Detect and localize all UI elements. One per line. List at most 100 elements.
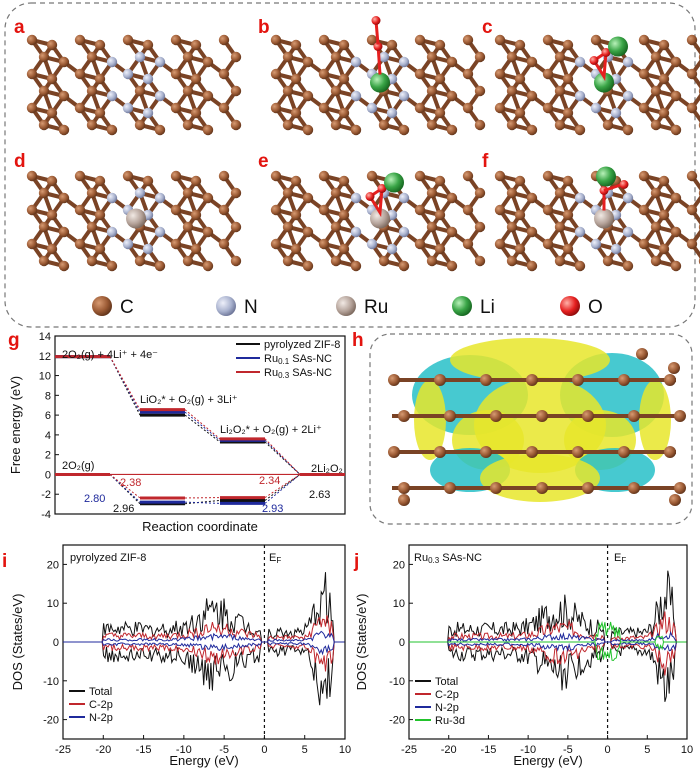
carbon-atom (350, 260, 362, 272)
carbon-atom (38, 255, 50, 267)
legend-label-ru: Ru (364, 297, 388, 318)
xtick-label: -20 (441, 744, 457, 756)
carbon-atom (170, 34, 182, 46)
carbon-atom (426, 221, 438, 233)
ytick-label: -20 (43, 715, 59, 727)
carbon-atom (290, 39, 302, 51)
carbon-atom (290, 175, 302, 187)
carbon-atom (618, 374, 630, 386)
dos-curve (409, 641, 687, 662)
carbon-atom (686, 204, 698, 216)
carbon-atom (182, 255, 194, 267)
carbon-atom (230, 85, 242, 97)
ytick-label: 10 (393, 598, 405, 610)
nitrogen-atom (366, 102, 378, 114)
xtick-label: -25 (401, 744, 417, 756)
carbon-atom (46, 243, 58, 255)
nitrogen-atom (366, 238, 378, 250)
carbon-atom (618, 446, 630, 458)
carbon-atom (182, 187, 194, 199)
carbon-atom (86, 187, 98, 199)
dos-curve (63, 615, 345, 643)
carbon-atom (674, 482, 686, 494)
xtick-label: -25 (55, 744, 71, 756)
lithium-atom (384, 172, 404, 193)
carbon-atom (462, 238, 474, 250)
carbon-atom (526, 226, 538, 238)
carbon-atom (106, 124, 118, 136)
carbon-atom (526, 374, 538, 386)
carbon-atom (202, 260, 214, 272)
carbon-atom (526, 124, 538, 136)
carbon-atom (670, 56, 682, 68)
ytick-label: 20 (393, 559, 405, 571)
carbon-atom (182, 221, 194, 233)
carbon-atom (514, 243, 526, 255)
nitrogen-atom (622, 226, 634, 238)
carbon-atom (628, 410, 640, 422)
carbon-atom (490, 410, 502, 422)
state-label-s0b: 2O₂(g) (62, 460, 94, 472)
lithium-atom (596, 166, 616, 187)
oxygen-atom (373, 42, 383, 51)
chart-g-xlabel: Reaction coordinate (142, 519, 258, 534)
state-label-s0: 2O₂(g) + 4Li⁺ + 4e⁻ (62, 349, 158, 361)
carbon-atom (480, 374, 492, 386)
carbon-atom (514, 107, 526, 119)
carbon-atom (190, 107, 202, 119)
legend-ruthenium-icon (336, 296, 356, 316)
carbon-atom (664, 374, 676, 386)
legend-label-n: N (244, 297, 258, 318)
carbon-atom (574, 260, 586, 272)
carbon-atom (38, 51, 50, 63)
carbon-atom (426, 85, 438, 97)
carbon-atom (590, 34, 602, 46)
carbon-atom (302, 56, 314, 68)
nitrogen-atom (142, 243, 154, 255)
carbon-atom (378, 255, 390, 267)
carbon-atom (318, 34, 330, 46)
nitrogen-atom (106, 192, 118, 204)
legend-label: N-2p (435, 702, 459, 714)
carbon-atom (86, 85, 98, 97)
charge-density-image (388, 338, 686, 506)
chart-i-ticks: -25 -20 -15 -10 -5 0 5 10 20 10 0 -10 -20 (43, 545, 351, 756)
dos-curve (63, 641, 345, 656)
xtick-label: 10 (681, 744, 693, 756)
carbon-atom (494, 238, 506, 250)
xtick-label: -10 (520, 744, 536, 756)
carbon-atom (386, 39, 398, 51)
carbon-atom (506, 85, 518, 97)
carbon-atom (270, 238, 282, 250)
legend-label: C-2p (435, 689, 459, 701)
connector (109, 356, 141, 410)
carbon-atom (444, 410, 456, 422)
dos-chart-ru03: Ru0.3 SAs-NC EF DOS (States/eV) Energy (… (354, 544, 693, 768)
carbon-atom (282, 85, 294, 97)
carbon-atom (674, 410, 686, 422)
panel-label-c: c (482, 17, 493, 38)
connector (184, 414, 221, 443)
carbon-atom (302, 226, 314, 238)
legend-text-ru01: Ru0.1 SAs-NC (264, 353, 332, 366)
carbon-atom (514, 73, 526, 85)
carbon-atom (650, 255, 662, 267)
nitrogen-atom (590, 102, 602, 114)
carbon-atom (230, 187, 242, 199)
carbon-atom (218, 102, 230, 114)
carbon-atom (542, 34, 554, 46)
carbon-atom (282, 221, 294, 233)
carbon-atom (302, 192, 314, 204)
carbon-atom (86, 51, 98, 63)
ytick-label: 10 (47, 598, 59, 610)
structures-group (26, 16, 700, 272)
carbon-atom (338, 107, 350, 119)
carbon-atom (554, 255, 566, 267)
nitrogen-atom (574, 56, 586, 68)
carbon-atom (46, 39, 58, 51)
carbon-atom (26, 170, 38, 182)
carbon-atom (38, 119, 50, 131)
carbon-atom (582, 410, 594, 422)
connector (184, 409, 221, 440)
